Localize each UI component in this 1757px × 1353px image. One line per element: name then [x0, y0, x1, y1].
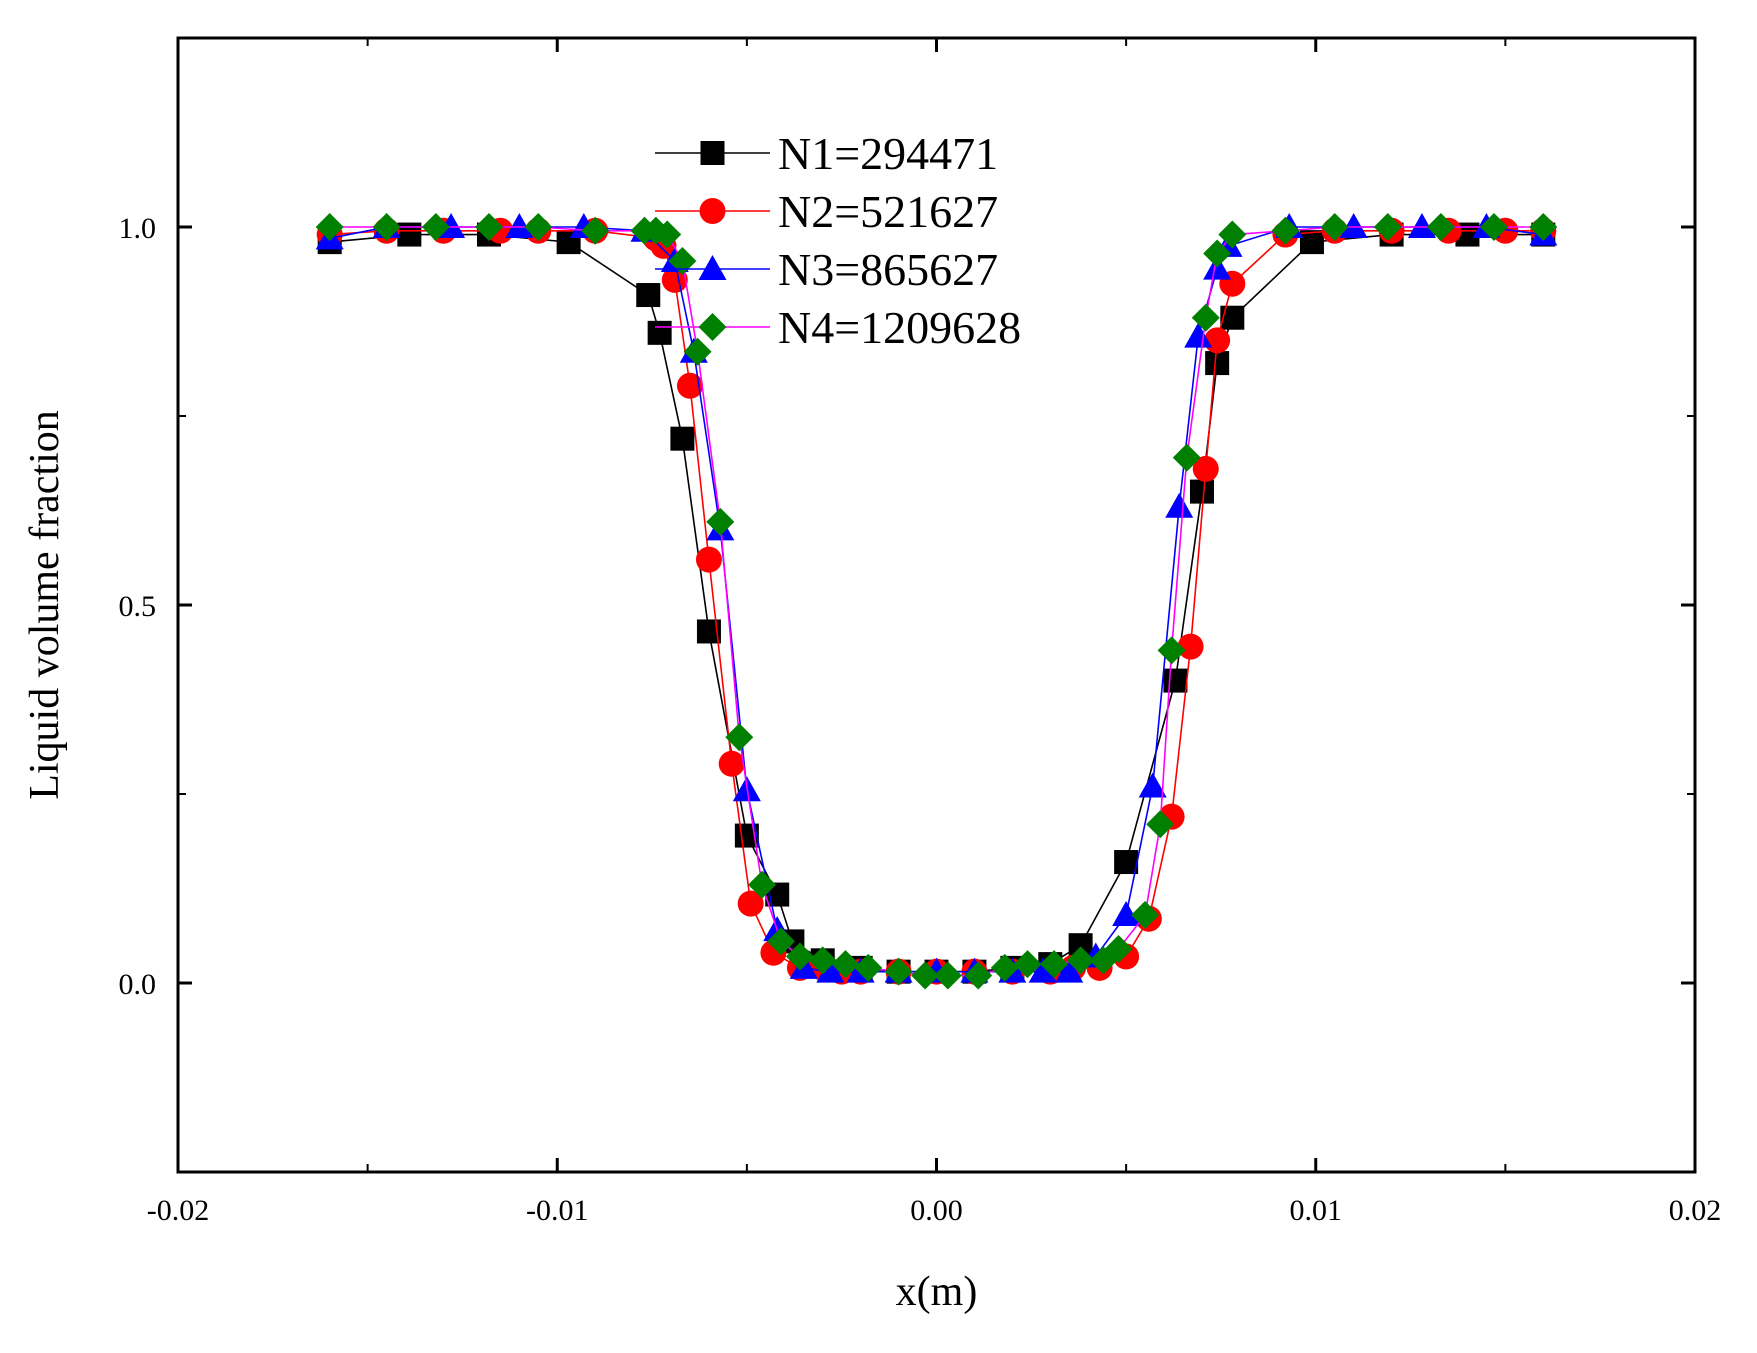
data-point — [1218, 220, 1247, 249]
legend-marker — [698, 255, 727, 280]
data-point — [505, 213, 534, 238]
data-point — [725, 723, 754, 752]
legend-label: N1=294471 — [778, 128, 998, 179]
legend-marker — [699, 198, 726, 224]
data-point — [1165, 492, 1194, 518]
y-axis-label: Liquid volume fraction — [22, 410, 68, 800]
data-point — [1040, 950, 1069, 979]
x-tick-label: 0.01 — [1290, 1194, 1343, 1227]
data-point — [706, 507, 735, 536]
x-tick-label: 0.02 — [1669, 1194, 1722, 1227]
plot-area — [315, 213, 1558, 990]
data-point — [718, 750, 745, 777]
data-point — [1146, 810, 1175, 839]
data-point — [767, 927, 796, 956]
data-point — [933, 961, 962, 990]
legend-label: N3=865627 — [778, 244, 998, 295]
data-point — [1112, 900, 1141, 926]
legend-label: N4=1209628 — [778, 302, 1021, 353]
data-point — [816, 957, 845, 983]
data-point — [1220, 305, 1245, 330]
data-point — [1066, 946, 1095, 975]
y-tick-label: 1.0 — [119, 212, 157, 245]
legend-item: N2=521627 — [655, 186, 998, 237]
data-point — [854, 953, 883, 982]
legend-item: N1=294471 — [655, 128, 998, 179]
x-axis-label: x(m) — [896, 1269, 978, 1315]
data-point — [1184, 322, 1213, 348]
data-point — [581, 216, 610, 245]
data-point — [421, 213, 450, 241]
data-point — [1163, 668, 1188, 693]
data-point — [695, 546, 722, 573]
data-point — [1192, 455, 1219, 482]
data-point — [1271, 216, 1300, 245]
data-point — [372, 213, 401, 241]
data-point — [1205, 351, 1230, 376]
data-point — [1299, 230, 1324, 255]
data-point — [990, 953, 1019, 982]
x-tick-label: 0.00 — [910, 1194, 963, 1227]
data-point — [1339, 213, 1368, 238]
data-point — [1407, 213, 1436, 238]
data-point — [1157, 636, 1186, 665]
data-point — [670, 426, 695, 451]
series-4 — [315, 213, 1558, 990]
data-point — [1131, 900, 1160, 929]
data-point — [1172, 443, 1201, 472]
data-point — [647, 320, 672, 345]
x-tick-label: -0.01 — [526, 1194, 589, 1227]
data-point — [831, 950, 860, 979]
data-point — [1104, 934, 1133, 963]
data-point — [911, 961, 940, 990]
data-point — [683, 337, 712, 366]
data-point — [1203, 239, 1232, 268]
x-tick-label: -0.02 — [147, 1194, 210, 1227]
data-point — [1013, 950, 1042, 979]
data-point — [474, 213, 503, 241]
data-point — [1177, 633, 1204, 660]
data-point — [1479, 213, 1508, 241]
data-point — [524, 213, 553, 241]
data-point — [1191, 303, 1220, 332]
legend-item: N4=1209628 — [655, 302, 1021, 353]
data-point — [668, 247, 697, 276]
y-tick-label: 0.5 — [119, 590, 157, 623]
data-point — [1320, 213, 1349, 241]
data-point — [964, 961, 993, 990]
data-point — [315, 213, 344, 241]
data-point — [785, 942, 814, 971]
data-point — [636, 283, 661, 308]
data-point — [653, 220, 682, 249]
legend: N1=294471 N2=521627 N3=865627 N4=1209628 — [655, 128, 1021, 353]
data-point — [1426, 213, 1455, 241]
data-point — [1114, 850, 1139, 875]
data-point — [676, 372, 703, 399]
data-point — [1373, 213, 1402, 241]
data-point — [808, 946, 837, 975]
data-point — [748, 870, 777, 899]
data-point — [1028, 957, 1057, 983]
data-point — [1055, 957, 1084, 983]
data-point — [737, 890, 764, 917]
legend-label: N2=521627 — [778, 186, 998, 237]
data-point — [1189, 479, 1214, 504]
data-point — [1138, 772, 1167, 798]
y-tick-label: 0.0 — [119, 968, 157, 1001]
data-point — [1529, 213, 1558, 241]
data-point — [884, 957, 913, 986]
legend-marker — [698, 313, 727, 341]
legend-item: N3=865627 — [655, 244, 998, 295]
ticks: -0.02 -0.01 0.00 0.01 0.02 0.0 0.5 1.0 — [119, 38, 1722, 1227]
legend-marker — [700, 141, 725, 165]
data-point — [397, 222, 422, 247]
